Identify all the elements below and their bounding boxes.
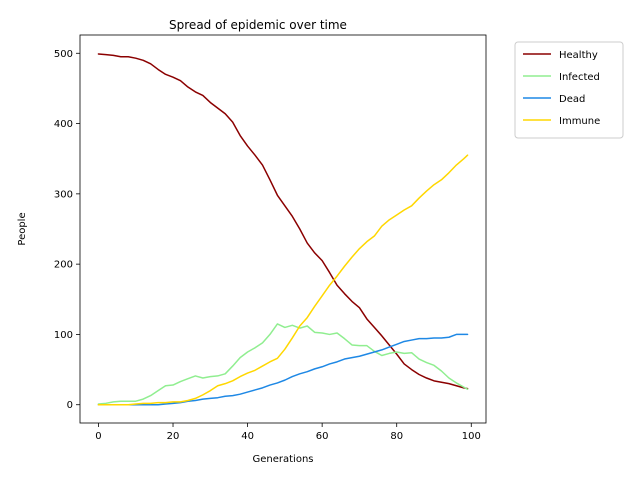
legend-label-infected: Infected (559, 72, 600, 83)
x-tick-label: 0 (95, 431, 101, 442)
plot-frame (79, 34, 487, 424)
legend-label-healthy: Healthy (559, 50, 598, 61)
series-line-dead (97, 333, 469, 406)
legend-box (514, 41, 624, 139)
x-tick-label: 40 (241, 431, 254, 442)
chart-title: Spread of epidemic over time (169, 18, 347, 32)
x-tick-label: 20 (167, 431, 180, 442)
x-tick-label: 100 (462, 431, 481, 442)
y-tick-label: 200 (54, 260, 73, 271)
x-tick-label: 60 (316, 431, 329, 442)
y-tick-label: 100 (54, 330, 73, 341)
series-line-healthy (97, 53, 469, 390)
y-tick-label: 0 (67, 400, 73, 411)
legend-label-immune: Immune (559, 116, 600, 127)
legend: Healthy Infected Dead Immune (514, 41, 624, 139)
x-axis-label: Generations (253, 454, 314, 465)
legend-label-dead: Dead (559, 94, 585, 105)
y-axis-label: People (17, 212, 28, 245)
y-tick-label: 400 (54, 119, 73, 130)
y-tick-label: 300 (54, 189, 73, 200)
series-line-immune (97, 154, 469, 406)
plot-area (80, 35, 486, 423)
x-tick-label: 80 (390, 431, 403, 442)
series-layer (97, 53, 469, 406)
y-tick-label: 500 (54, 49, 73, 60)
axis-layer: 0 20 40 60 80 100 0 100 200 300 400 500 (54, 49, 481, 442)
series-line-infected (97, 323, 469, 405)
